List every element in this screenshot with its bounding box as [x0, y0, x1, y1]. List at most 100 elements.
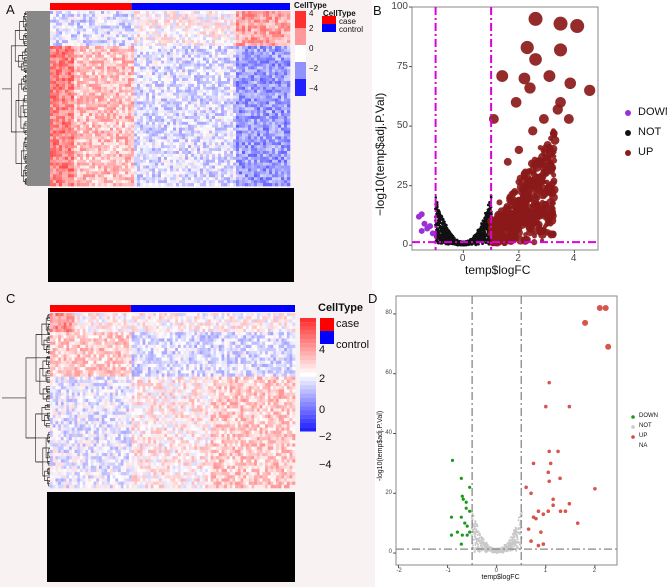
- heatmap-a-cell: [98, 66, 102, 70]
- heatmap-a-cell: [152, 40, 156, 44]
- heatmap-a-cell: [113, 148, 117, 152]
- heatmap-a-cell: [182, 116, 186, 120]
- heatmap-a-cell: [254, 89, 258, 93]
- heatmap-a-cell: [287, 69, 291, 73]
- heatmap-a-cell: [59, 69, 63, 73]
- heatmap-a-cell: [251, 148, 255, 152]
- heatmap-a-cell: [101, 98, 105, 102]
- heatmap-a-cell: [92, 174, 96, 178]
- heatmap-a-cell: [224, 171, 228, 175]
- heatmap-a-cell: [92, 66, 96, 70]
- heatmap-a-cell: [227, 34, 231, 38]
- heatmap-a-cell: [83, 81, 87, 85]
- heatmap-a-cell: [125, 183, 129, 187]
- heatmap-a-cell: [191, 159, 195, 163]
- heatmap-a-cell: [104, 51, 108, 56]
- heatmap-a-cell: [203, 133, 207, 137]
- heatmap-a-cell: [167, 54, 171, 58]
- heatmap-a-cell: [50, 31, 54, 35]
- heatmap-a-cell: [173, 78, 177, 82]
- heatmap-a-cell: [113, 127, 117, 131]
- heatmap-a-cell: [179, 11, 183, 15]
- heatmap-a-cell: [131, 107, 135, 111]
- heatmap-a-cell: [74, 133, 78, 137]
- heatmap-a-cell: [233, 72, 237, 76]
- heatmap-a-cell: [53, 171, 57, 175]
- heatmap-a-cell: [275, 51, 279, 56]
- heatmap-a-cell: [254, 81, 258, 85]
- heatmap-a-cell: [137, 180, 141, 184]
- heatmap-a-cell: [149, 25, 153, 29]
- heatmap-a-cell: [134, 159, 138, 163]
- heatmap-a-cell: [74, 148, 78, 152]
- heatmap-a-cell: [269, 116, 273, 120]
- heatmap-a-cell: [218, 174, 222, 178]
- heatmap-a-cell: [278, 34, 282, 38]
- heatmap-a-cell: [218, 101, 222, 105]
- heatmap-a-cell: [101, 142, 105, 146]
- heatmap-a-cell: [245, 69, 249, 73]
- heatmap-a-cell: [284, 127, 288, 131]
- heatmap-a-cell: [68, 171, 72, 175]
- heatmap-a-cell: [221, 48, 225, 53]
- heatmap-a-cell: [83, 89, 87, 93]
- heatmap-a-cell: [179, 110, 183, 114]
- heatmap-a-cell: [281, 104, 285, 108]
- heatmap-a-cell: [269, 40, 273, 44]
- heatmap-a-cell: [275, 13, 279, 18]
- heatmap-a-cell: [200, 133, 204, 137]
- heatmap-a-cell: [128, 153, 132, 158]
- heatmap-a-cell: [269, 78, 273, 82]
- heatmap-a-cell: [236, 151, 240, 155]
- heatmap-a-cell: [98, 75, 102, 79]
- heatmap-a-cell: [230, 130, 234, 134]
- heatmap-a-cell: [197, 48, 201, 53]
- heatmap-a-cell: [221, 104, 225, 108]
- heatmap-a-cell: [116, 98, 120, 102]
- heatmap-a-cell: [152, 95, 156, 99]
- heatmap-a-cell: [71, 168, 75, 172]
- heatmap-a-cell: [188, 43, 192, 47]
- heatmap-a-cell: [236, 28, 240, 32]
- heatmap-a-cell: [164, 46, 168, 50]
- heatmap-a-cell: [203, 145, 207, 149]
- heatmap-a-cell: [116, 75, 120, 79]
- heatmap-a-cell: [176, 136, 180, 140]
- heatmap-a-cell: [263, 28, 267, 32]
- heatmap-a-cell: [155, 81, 159, 85]
- heatmap-a-cell: [260, 168, 264, 172]
- heatmap-a-cell: [275, 37, 279, 41]
- heatmap-a-cell: [98, 174, 102, 178]
- heatmap-a-cell: [71, 139, 75, 143]
- heatmap-a-cell: [215, 98, 219, 102]
- heatmap-a-cell: [287, 86, 291, 91]
- heatmap-a-cell: [254, 110, 258, 114]
- heatmap-a-cell: [119, 145, 123, 149]
- heatmap-a-cell: [224, 40, 228, 44]
- heatmap-a-cell: [176, 145, 180, 149]
- heatmap-a-cell: [248, 60, 252, 64]
- heatmap-a-cell: [59, 16, 63, 21]
- heatmap-a-cell: [56, 60, 60, 64]
- heatmap-a-cell: [53, 89, 57, 93]
- heatmap-a-cell: [149, 127, 153, 131]
- heatmap-a-cell: [188, 127, 192, 131]
- heatmap-a-cell: [206, 162, 210, 166]
- heatmap-a-cell: [185, 139, 189, 143]
- heatmap-a-cell: [125, 78, 129, 82]
- heatmap-a-cell: [269, 136, 273, 140]
- heatmap-a-cell: [248, 113, 252, 117]
- heatmap-a-cell: [116, 113, 120, 117]
- heatmap-a-cell: [260, 11, 264, 15]
- heatmap-a-cell: [152, 16, 156, 21]
- heatmap-a-cell: [155, 66, 159, 70]
- heatmap-a-cell: [170, 142, 174, 146]
- heatmap-a-cell: [140, 13, 144, 18]
- heatmap-a-cell: [185, 95, 189, 99]
- heatmap-a-cell: [119, 121, 123, 126]
- heatmap-a-cell: [206, 66, 210, 70]
- heatmap-a-cell: [140, 130, 144, 134]
- heatmap-a-cell: [227, 127, 231, 131]
- heatmap-a-cell: [269, 162, 273, 166]
- heatmap-a-cell: [281, 11, 285, 15]
